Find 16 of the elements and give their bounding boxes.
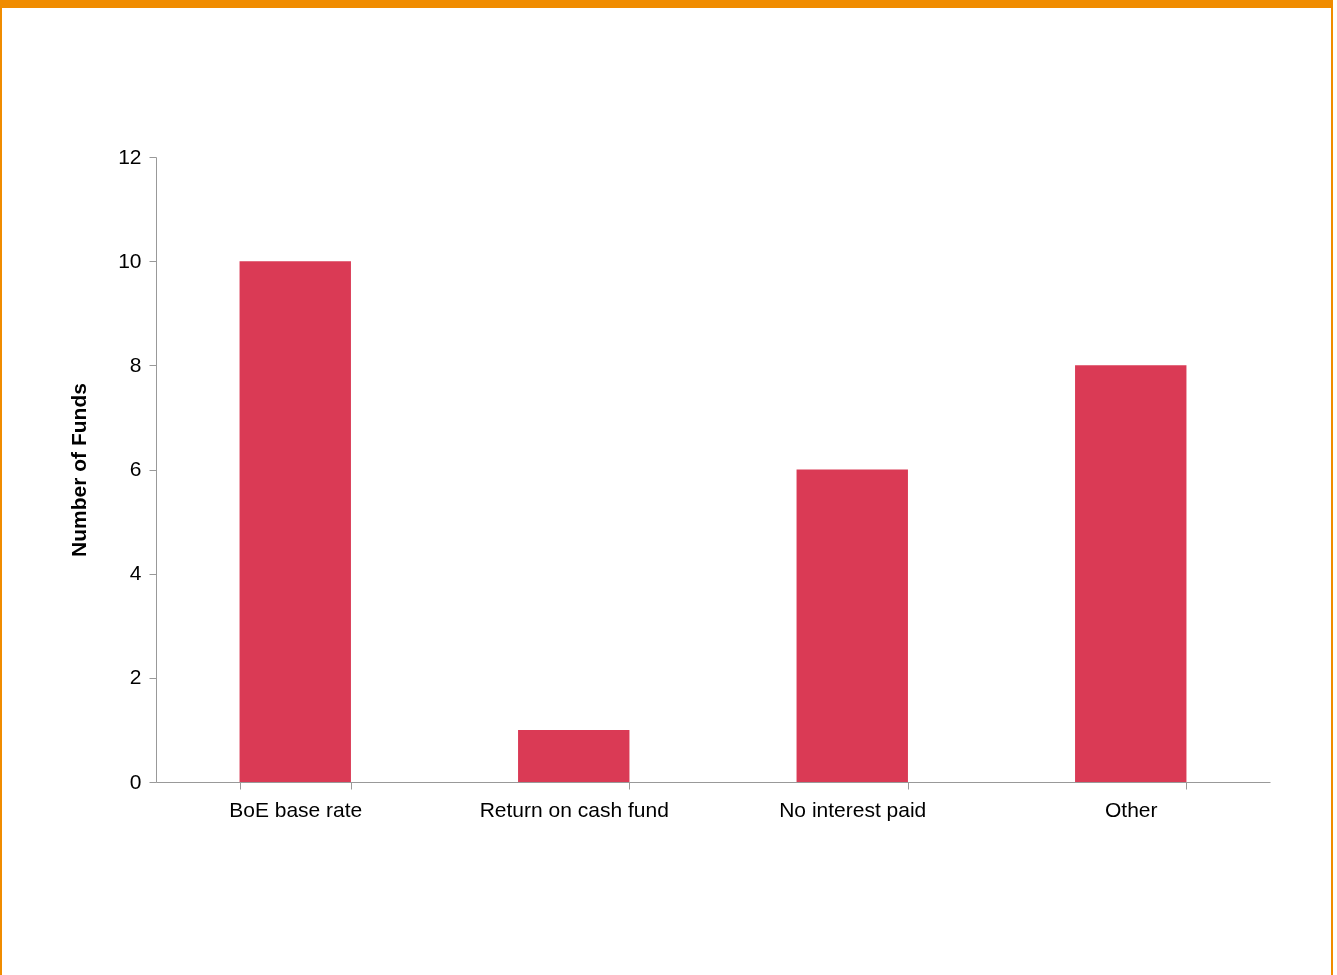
y-tick-label: 2: [129, 665, 142, 689]
y-tick-label: 6: [129, 457, 142, 480]
bar: [796, 469, 908, 782]
y-tick-label: 10: [118, 248, 142, 272]
x-tick-label: No interest paid: [779, 797, 927, 821]
y-tick-label: 4: [129, 561, 142, 585]
bar: [1075, 365, 1187, 782]
bar: [239, 261, 351, 782]
y-tick-label: 8: [129, 352, 142, 376]
x-tick-label: Other: [1104, 797, 1158, 821]
x-tick-label: Return on cash fund: [479, 797, 669, 821]
y-axis-title: Number of Funds: [67, 383, 91, 557]
bar: [518, 729, 630, 782]
y-tick-label: 12: [118, 144, 142, 168]
x-tick-label: BoE base rate: [229, 797, 363, 821]
y-tick-label: 0: [129, 769, 142, 793]
